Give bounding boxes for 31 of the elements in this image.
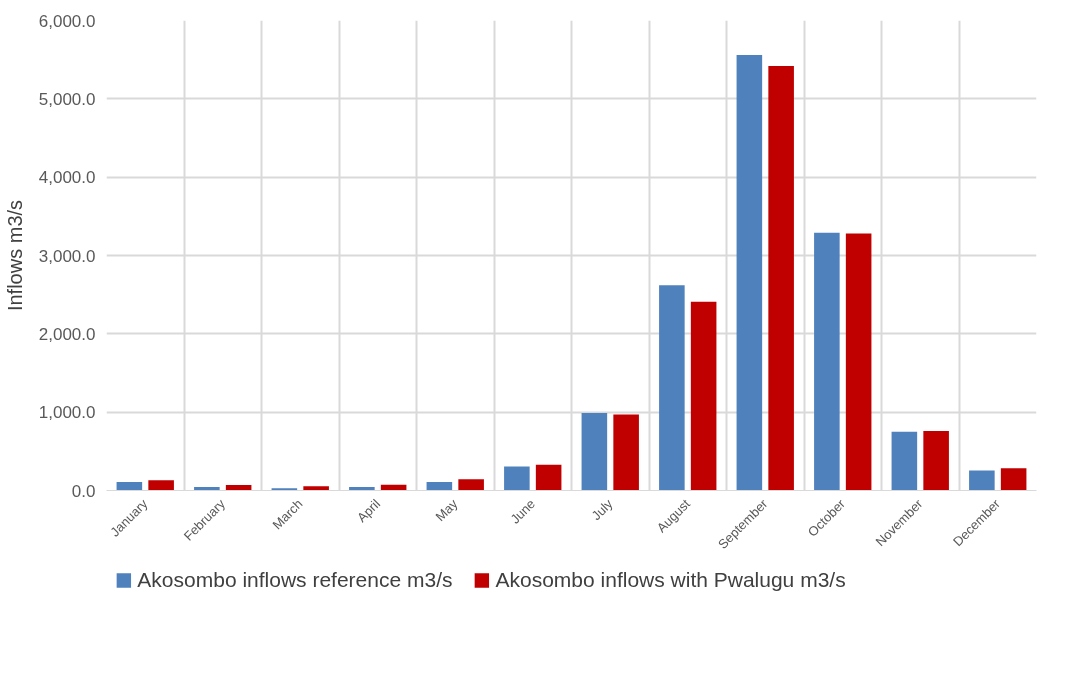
bar <box>535 464 562 491</box>
y-tick-label: 1,000.0 <box>38 403 96 423</box>
y-tick-label: 4,000.0 <box>38 168 96 188</box>
bar <box>458 479 484 491</box>
bar <box>116 481 143 491</box>
bar <box>613 414 639 491</box>
bar <box>1000 468 1027 491</box>
bar <box>581 412 608 491</box>
x-tick-label: May <box>432 495 461 525</box>
bar <box>504 466 530 491</box>
x-tick-label: July <box>588 495 616 524</box>
y-tick-label: 3,000.0 <box>38 246 96 266</box>
bar <box>303 486 329 491</box>
bar <box>148 480 174 491</box>
bar <box>845 233 872 491</box>
bar <box>426 481 453 491</box>
y-tick-label: 0.0 <box>71 481 96 501</box>
bar <box>891 431 918 491</box>
y-axis-title: Inflows m3/s <box>3 199 26 312</box>
bar <box>768 65 794 491</box>
bar <box>736 54 763 491</box>
y-tick-label: 6,000.0 <box>38 11 96 31</box>
legend-label: Akosombo inflows reference m3/s <box>137 568 453 592</box>
legend-label: Akosombo inflows with Pwalugu m3/s <box>495 568 846 592</box>
bar <box>814 232 840 491</box>
bar <box>923 430 949 491</box>
y-tick-label: 2,000.0 <box>38 324 96 344</box>
bar <box>969 470 995 491</box>
bar <box>659 285 685 491</box>
bar <box>690 301 717 491</box>
y-tick-label: 5,000.0 <box>38 89 96 109</box>
